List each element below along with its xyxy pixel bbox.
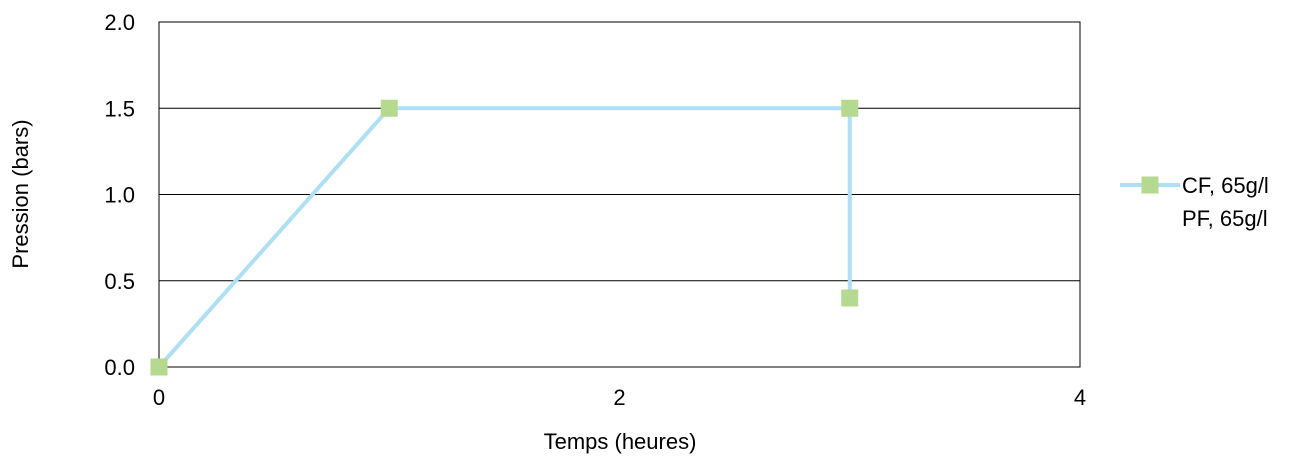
series-line-0 [157,106,852,369]
y-tick-label: 0.5 [104,269,135,294]
data-point [380,99,398,117]
y-tick-label: 1.5 [104,96,135,121]
y-tick-labels: 0.0 0.5 1.0 1.5 2.0 [104,10,135,380]
data-point [150,358,168,376]
y-axis-label: Pression (bars) [8,119,33,268]
legend: CF, 65g/l PF, 65g/l [1120,173,1269,231]
legend-marker-swatch [1141,176,1159,194]
series-layer [150,99,859,376]
y-tick-label: 0.0 [104,355,135,380]
legend-entry-label: PF, 65g/l [1182,206,1268,231]
plot-area [158,21,1081,368]
y-tick-label: 1.0 [104,183,135,208]
y-tick-label: 2.0 [104,10,135,35]
x-tick-labels: 0 2 4 [153,385,1086,410]
x-tick-label: 0 [153,385,165,410]
legend-entry-label: CF, 65g/l [1182,173,1269,198]
x-axis-label: Temps (heures) [544,429,697,454]
x-tick-label: 2 [613,385,625,410]
grid-lines [159,107,1080,282]
data-point [841,99,859,117]
x-tick-label: 4 [1074,385,1086,410]
data-point [841,289,859,307]
